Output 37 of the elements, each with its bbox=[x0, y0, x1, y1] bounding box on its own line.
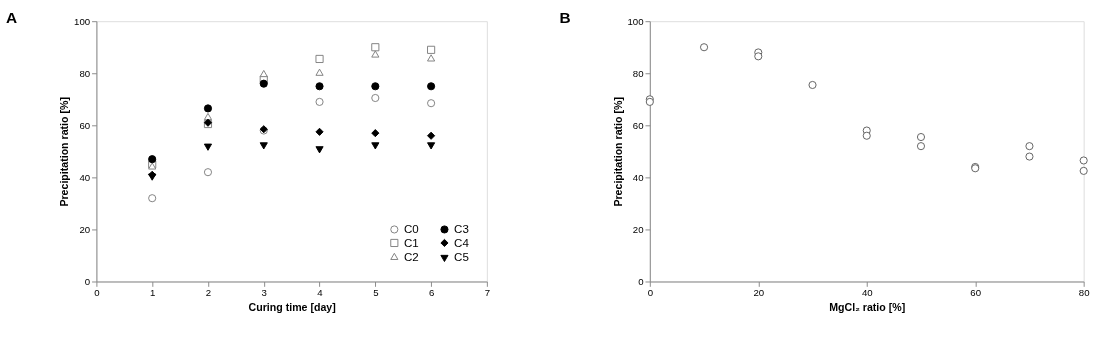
x-tick-label: 80 bbox=[1078, 287, 1090, 299]
y-tick-label: 100 bbox=[74, 15, 91, 27]
y-tick-label: 100 bbox=[627, 15, 644, 27]
legend-label: C0 bbox=[403, 223, 419, 236]
x-tick-label: 3 bbox=[261, 287, 267, 299]
x-tick-label: 1 bbox=[150, 287, 156, 299]
legend-label: C5 bbox=[454, 251, 469, 264]
y-tick-label: 60 bbox=[632, 119, 644, 131]
x-tick-label: 7 bbox=[484, 287, 491, 299]
y-tick-label: 0 bbox=[84, 275, 91, 287]
y-tick-label: 0 bbox=[638, 275, 644, 287]
y-tick-label: 40 bbox=[79, 171, 91, 183]
x-tick-label: 20 bbox=[753, 287, 765, 299]
y-axis-title: Precipitation ratio [%] bbox=[611, 97, 624, 207]
legend-label: C2 bbox=[403, 251, 419, 264]
x-tick-label: 40 bbox=[861, 287, 873, 299]
x-tick-label: 6 bbox=[428, 287, 435, 299]
y-tick-label: 80 bbox=[79, 67, 91, 79]
x-axis-title: MgCl₂ ratio [%] bbox=[829, 300, 906, 313]
y-axis-title: Precipitation ratio [%] bbox=[58, 97, 71, 207]
chart-title: A bbox=[6, 9, 18, 27]
chart-title: B bbox=[559, 9, 571, 27]
x-tick-label: 0 bbox=[647, 287, 653, 299]
x-tick-label: 4 bbox=[317, 287, 324, 299]
y-tick-label: 20 bbox=[79, 223, 91, 235]
legend-label: C4 bbox=[454, 236, 470, 249]
x-axis-title: Curing time [day] bbox=[248, 300, 336, 313]
x-tick-label: 0 bbox=[94, 287, 100, 299]
y-tick-label: 80 bbox=[632, 67, 644, 79]
x-tick-label: 2 bbox=[205, 287, 212, 299]
y-tick-label: 60 bbox=[79, 119, 91, 131]
x-tick-label: 60 bbox=[970, 287, 982, 299]
legend-label: C3 bbox=[454, 223, 469, 236]
x-tick-label: 5 bbox=[373, 287, 379, 299]
y-tick-label: 20 bbox=[632, 223, 644, 235]
y-tick-label: 40 bbox=[632, 171, 644, 183]
legend-label: C1 bbox=[403, 236, 419, 249]
